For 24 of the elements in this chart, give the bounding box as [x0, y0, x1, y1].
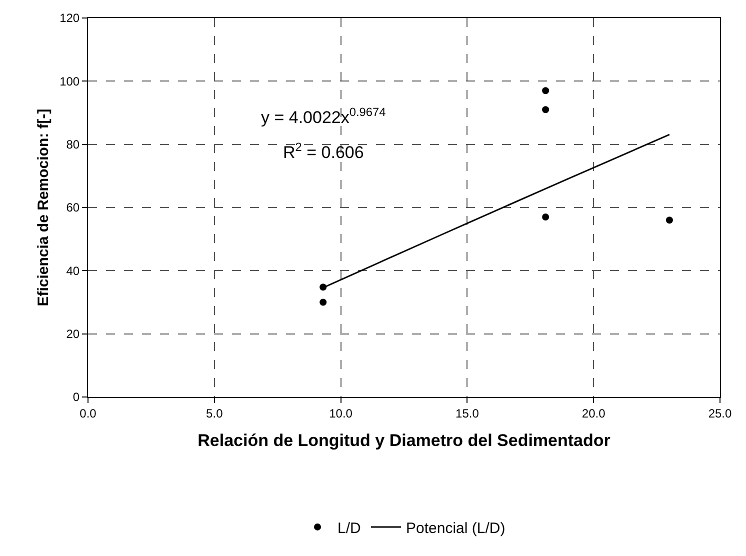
x-tick-label: 25.0	[708, 406, 732, 420]
x-axis-title: Relación de Longitud y Diametro del Sedimentador	[198, 430, 611, 450]
point	[542, 87, 550, 94]
y-tick-label: 40	[66, 264, 80, 278]
point	[542, 213, 550, 220]
point	[666, 216, 673, 224]
y-tick-label: 20	[66, 327, 80, 342]
y-tick-label: 80	[66, 138, 80, 152]
y-tick-label: 120	[60, 11, 80, 26]
annotation: y = 4.0022x$^{0.9674}$	[261, 105, 386, 128]
x-tick-label: 10.0	[329, 406, 353, 420]
y-tick-label: 0	[72, 390, 80, 404]
y-axis-title: Eficiencia de Remocion: f[-]	[35, 108, 52, 306]
x-tick-label: 5.0	[206, 406, 224, 420]
legend-label: Potencial (L/D)	[406, 520, 506, 537]
point	[320, 298, 327, 306]
x-tick-label: 15.0	[456, 406, 480, 420]
legend-label: L/D	[338, 520, 362, 537]
x-tick-label: 20.0	[582, 406, 606, 420]
point	[542, 106, 550, 114]
annotation: R$^{2}$ = 0.606	[283, 140, 364, 162]
x-tick-label: 0.0	[80, 406, 97, 420]
y-tick-label: 100	[60, 74, 80, 88]
y-tick-label: 60	[66, 200, 80, 215]
